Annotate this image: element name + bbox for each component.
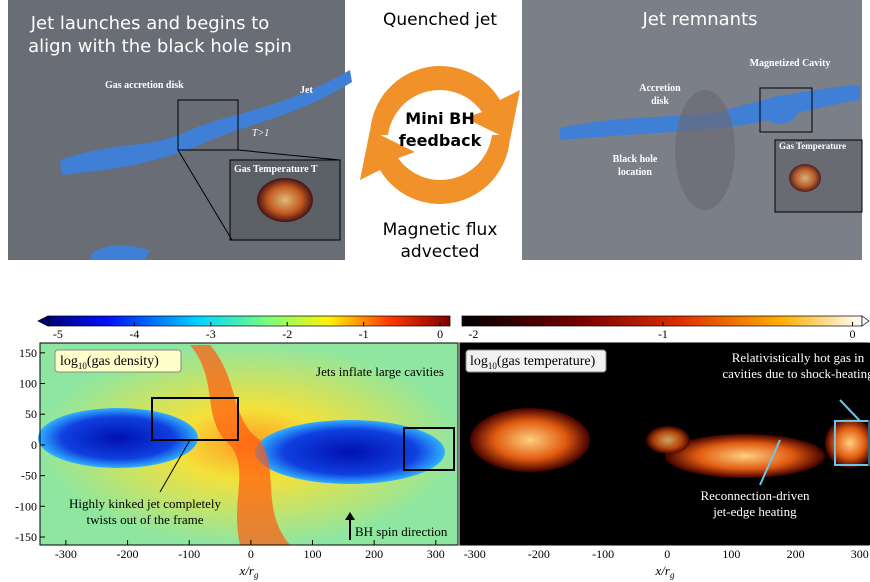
panel-title: Jet remnants [641, 9, 757, 30]
cycle: Quenched jet Mini BH feedback Magnetic f… [360, 10, 520, 262]
colorbar-tick-label: -2 [282, 327, 292, 341]
y-tick-label: -150 [15, 530, 37, 544]
density-image [38, 343, 458, 545]
y-tick-label: 100 [19, 377, 37, 391]
colorbar-tick-label: 0 [850, 327, 856, 341]
x-tick-label: -300 [55, 547, 77, 561]
label: Gas Temperature T [234, 164, 318, 175]
x-axis-label: x/rg [239, 563, 259, 580]
annotation: jet-edge heating [712, 504, 797, 519]
y-tick-label: 150 [19, 346, 37, 360]
x-tick-label: 100 [304, 547, 322, 561]
label: Jet [300, 85, 313, 96]
x-tick-label: 0 [664, 547, 670, 561]
x-axis-label: x/rg [655, 563, 675, 580]
x-tick-label: -200 [117, 547, 139, 561]
annotation: Jets inflate large cavities [316, 364, 444, 379]
label: Gas accretion disk [105, 80, 184, 91]
x-tick-label: -300 [464, 547, 486, 561]
colorbar [461, 315, 863, 327]
x-tick-label: 200 [787, 547, 805, 561]
x-axis-label-sub: g [254, 570, 259, 580]
annotation: BH spin direction [355, 524, 448, 539]
panel-label: log10(gas density) [60, 354, 159, 371]
colorbar-tick-label: 0 [437, 327, 443, 341]
annotation: Reconnection-driven [700, 488, 810, 503]
annotation: twists out of the frame [87, 512, 204, 527]
colorbar [47, 315, 451, 327]
label: Accretion [639, 83, 681, 94]
colorbar-tick-label: -1 [658, 327, 668, 341]
colorbar-tick-label: -5 [53, 327, 63, 341]
cycle-label: Magnetic flux [383, 220, 498, 240]
label: T>1 [252, 128, 269, 139]
colorbar-extend [37, 315, 49, 327]
x-axis-label-main: x/r [239, 563, 255, 578]
label: Black hole [613, 154, 658, 165]
y-tick-label: -100 [15, 499, 37, 513]
annotation: Relativistically hot gas in [732, 350, 865, 365]
cycle-label: feedback [399, 131, 482, 150]
x-tick-label: 300 [851, 547, 869, 561]
x-tick-label: 300 [427, 547, 445, 561]
x-tick-label: 0 [248, 547, 254, 561]
x-tick-label: -100 [592, 547, 614, 561]
plot-frame [459, 342, 870, 546]
label: disk [651, 96, 669, 107]
label: Magnetized Cavity [750, 58, 831, 69]
x-tick-label: -200 [528, 547, 550, 561]
y-tick-label: 0 [31, 438, 37, 452]
x-tick-label: 200 [365, 547, 383, 561]
colorbar-extend [861, 315, 870, 327]
label: location [618, 167, 652, 178]
panel-title: Jet launches and begins to [30, 13, 270, 34]
cycle-label: Quenched jet [383, 10, 497, 30]
colorbar-tick-label: -2 [468, 327, 478, 341]
label: Gas Temperature [779, 141, 846, 151]
y-tick-label: -50 [21, 469, 37, 483]
annotation: Highly kinked jet completely [69, 496, 221, 511]
x-tick-label: -100 [178, 547, 200, 561]
x-axis-label-sub: g [670, 570, 675, 580]
colorbar-tick-label: -1 [359, 327, 369, 341]
temperature-image [460, 343, 870, 545]
x-axis-label-main: x/r [655, 563, 671, 578]
y-tick-label: 50 [25, 407, 37, 421]
jet-launch-image: Jet launches and begins to align with th… [8, 0, 352, 260]
cycle-label: advected [401, 242, 480, 262]
colorbar-tick-label: -4 [129, 327, 139, 341]
panel-label: log10(gas temperature) [470, 354, 596, 371]
colorbar-tick-label: -3 [206, 327, 216, 341]
overlay-texts: log10(gas density) Jets inflate large ca… [60, 350, 870, 539]
plot-frame [39, 342, 459, 546]
jet-remnant-image: Jet remnants Magnetized Cavity Accretion… [522, 0, 863, 260]
annotation: cavities due to shock-heating [722, 366, 870, 381]
panel-title: align with the black hole spin [28, 36, 292, 57]
x-tick-label: 100 [722, 547, 740, 561]
cycle-label: Mini BH [405, 109, 474, 128]
